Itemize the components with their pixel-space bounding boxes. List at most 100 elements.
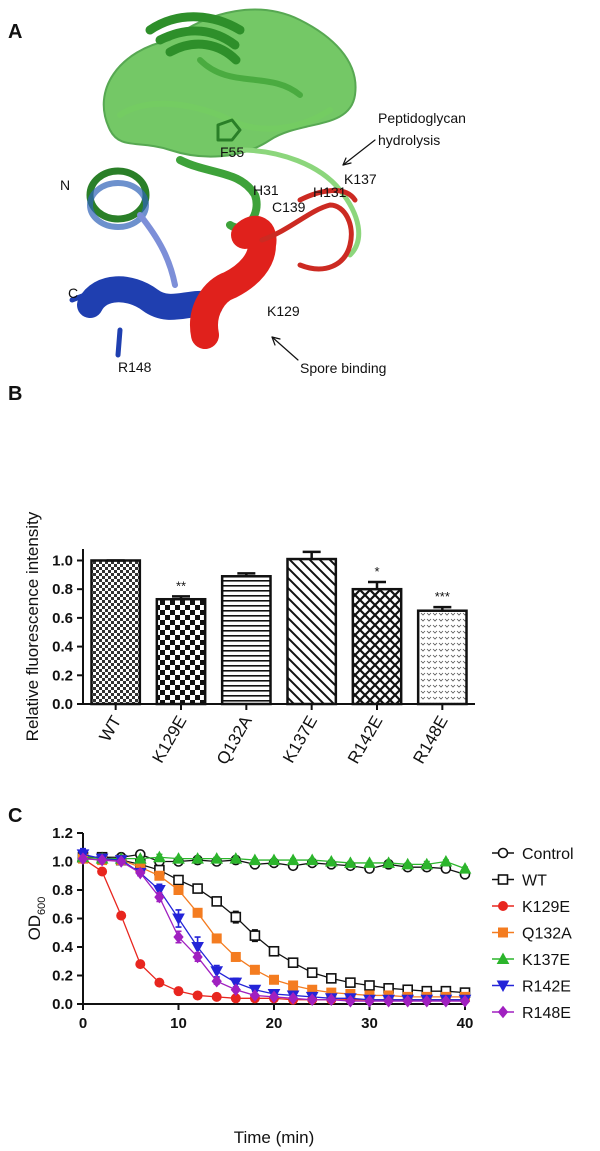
error-bar: [368, 580, 386, 590]
data-point: [287, 957, 299, 968]
y-tick-label: 0.6: [52, 610, 73, 627]
data-point: [173, 986, 184, 997]
data-point: [248, 853, 262, 866]
bar: [90, 559, 142, 706]
data-point: [210, 966, 224, 978]
data-point: [192, 990, 203, 1001]
data-point: [286, 853, 300, 866]
data-point: [173, 874, 184, 886]
x-tick-label: K137E: [279, 713, 321, 767]
data-point: [172, 913, 185, 926]
data-point: [249, 930, 261, 941]
data-point: [97, 866, 108, 877]
data-point: [135, 959, 146, 970]
data-point: [116, 910, 127, 921]
y-tick-label: 0.2: [52, 968, 73, 985]
data-point: [440, 994, 452, 1008]
error-bar: [172, 595, 190, 600]
y-tick-label: 0.4: [52, 939, 74, 956]
data-point: [211, 991, 222, 1002]
y-axis-label-subscript: 600: [36, 897, 48, 915]
y-axis-label: Relative fluorescence intensity: [23, 511, 42, 741]
annotation: hydrolysis: [378, 132, 440, 148]
significance-label: **: [176, 578, 186, 593]
x-tick-label: 10: [170, 1015, 187, 1032]
data-point: [172, 852, 185, 864]
legend-label: Q132A: [522, 926, 572, 943]
x-tick-label: 30: [361, 1015, 378, 1032]
panel-label: A: [8, 21, 22, 43]
data-point: [345, 977, 356, 988]
residue-label: H31: [253, 182, 279, 198]
data-point: [210, 852, 224, 864]
data-point: [154, 870, 165, 881]
y-tick-label: 1.0: [52, 854, 73, 871]
x-tick-label: R142E: [344, 713, 386, 768]
data-point: [267, 853, 281, 866]
y-tick-label: 0.6: [52, 911, 73, 928]
data-point: [288, 980, 299, 991]
residue-label: K129: [267, 303, 300, 319]
error-bar: [237, 572, 256, 577]
legend-label: K137E: [522, 952, 570, 969]
error-bar: [433, 605, 452, 611]
x-tick-label: 0: [79, 1015, 87, 1032]
y-tick-label: 1.2: [52, 825, 73, 842]
data-point: [402, 994, 413, 1008]
data-point: [305, 853, 319, 866]
data-point: [268, 945, 280, 957]
y-tick-label: 1.0: [52, 552, 73, 569]
y-axis-label: OD600: [25, 897, 48, 941]
x-tick-label: Q132A: [213, 712, 256, 768]
data-point: [211, 933, 222, 944]
data-point: [77, 852, 89, 865]
residue-label: C139: [272, 199, 306, 215]
legend-label: Control: [522, 846, 574, 863]
terminus-label: C: [68, 285, 78, 301]
data-point: [191, 852, 204, 864]
panel-label: B: [8, 383, 22, 405]
data-point: [135, 866, 146, 880]
data-point: [154, 890, 165, 904]
data-point: [191, 942, 204, 954]
data-point: [154, 977, 165, 988]
data-point: [192, 883, 203, 894]
data-point: [325, 973, 337, 984]
legend-marker: [497, 874, 509, 885]
data-point: [153, 850, 166, 863]
legend-label: R142E: [522, 979, 571, 996]
data-point: [306, 967, 318, 978]
data-point: [229, 977, 243, 990]
data-point: [307, 993, 318, 1007]
bar: [416, 609, 468, 706]
data-point: [173, 885, 184, 895]
legend-label: K129E: [522, 899, 570, 916]
data-point: [230, 951, 241, 962]
x-tick-label: WT: [95, 713, 125, 745]
bar: [155, 597, 207, 706]
annotation: Peptidoglycan: [378, 110, 466, 126]
y-tick-label: 0.0: [52, 996, 73, 1013]
data-point: [230, 983, 241, 997]
significance-label: ***: [435, 589, 450, 604]
data-point: [192, 950, 203, 964]
x-tick-label: 20: [266, 1015, 283, 1032]
data-point: [116, 855, 127, 868]
significance-label: *: [374, 564, 379, 579]
y-axis-label-text: OD: [25, 915, 44, 941]
data-point: [173, 930, 184, 944]
data-point: [153, 885, 166, 897]
data-point: [324, 854, 338, 867]
panel-label: C: [8, 805, 22, 827]
data-point: [345, 994, 356, 1008]
protein-structure: [69, 8, 376, 361]
data-point: [364, 994, 375, 1008]
data-point: [326, 993, 337, 1007]
residue-label: H131: [313, 184, 347, 200]
data-point: [344, 856, 357, 868]
data-point: [420, 857, 434, 870]
residue-label: K137: [344, 171, 377, 187]
data-point: [230, 911, 242, 923]
legend-marker: [498, 927, 508, 938]
